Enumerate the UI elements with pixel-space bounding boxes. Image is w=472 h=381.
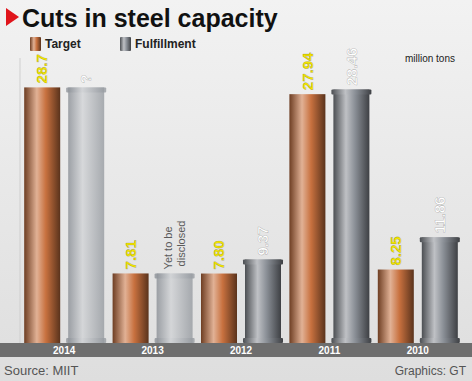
legend-label: Target <box>45 37 81 51</box>
category-band <box>0 343 472 357</box>
bar <box>201 274 237 343</box>
bar-cap <box>331 90 371 95</box>
bar-cap <box>243 260 283 265</box>
bar <box>378 270 414 343</box>
data-labels: 28.7? 7.81 Yet to be disclosed 7.80 9.37 27.9… <box>33 48 448 270</box>
data-label-group: 28.46 <box>343 48 360 86</box>
data-label: 8.25 <box>387 236 404 265</box>
placeholder-bar <box>157 273 193 343</box>
bar <box>422 237 458 343</box>
data-label: 7.80 <box>210 240 227 269</box>
data-label-line: disclosed <box>175 221 187 270</box>
unit-label: million tons <box>405 53 455 64</box>
bar-cap <box>243 338 283 343</box>
data-label-group: Yet to be disclosed <box>162 221 187 270</box>
bar-cap <box>420 237 460 242</box>
data-label: 7.81 <box>122 240 139 269</box>
bar <box>289 94 325 343</box>
data-label: 27.94 <box>299 52 316 90</box>
bar <box>333 90 369 343</box>
source: Source: MIIT <box>4 363 78 378</box>
x-tick-label: 2014 <box>53 345 76 356</box>
bar-cap <box>66 87 106 92</box>
title: Cuts in steel capacity <box>22 4 278 32</box>
bar <box>113 273 149 343</box>
y-axis-line <box>20 58 21 343</box>
bar-cap <box>420 338 460 343</box>
data-label: 28.7 <box>33 54 50 83</box>
data-label: Yet to be disclosed <box>162 221 187 270</box>
credit: Graphics: GT <box>395 364 467 378</box>
data-label-group: 27.94 <box>299 52 316 90</box>
data-label: ? <box>77 74 94 83</box>
data-label: 28.46 <box>343 48 360 86</box>
data-label: 11.86 <box>431 197 448 234</box>
placeholder-bar <box>68 87 104 343</box>
bar <box>245 260 281 343</box>
bar-cap <box>155 338 195 343</box>
bar-cap <box>155 273 195 278</box>
data-label-group: 9.37 <box>254 226 271 255</box>
background <box>0 0 472 381</box>
legend-swatch <box>30 37 41 51</box>
data-label: 9.37 <box>254 226 271 255</box>
x-tick-label: 2010 <box>407 345 430 356</box>
bars <box>24 87 460 343</box>
data-label-group: 8.25 <box>387 236 404 265</box>
data-label-group: ? <box>77 74 94 83</box>
x-tick-label: 2011 <box>319 345 341 356</box>
title-marker <box>6 8 19 26</box>
x-tick-label: 2013 <box>141 345 164 356</box>
legend-swatch <box>120 37 131 51</box>
legend-label: Fulfillment <box>135 37 196 51</box>
data-label-group: 7.81 <box>122 240 139 269</box>
data-label-group: 7.80 <box>210 240 227 269</box>
bar-cap <box>331 338 371 343</box>
data-label-line: Yet to be <box>162 226 174 269</box>
data-label-group: 11.86 <box>431 197 448 234</box>
data-label-group: 28.7 <box>33 54 50 83</box>
bar-cap <box>66 338 106 343</box>
x-tick-label: 2012 <box>230 345 253 356</box>
chart: Cuts in steel capacity Target Fulfillment m… <box>0 0 472 381</box>
bar <box>24 87 60 343</box>
